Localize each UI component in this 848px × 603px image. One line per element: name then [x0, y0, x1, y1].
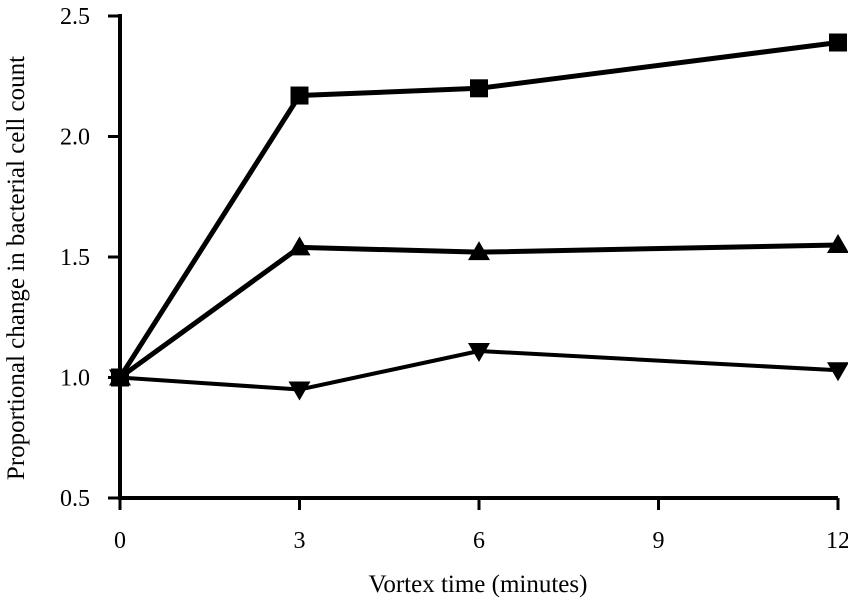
square-marker — [290, 86, 309, 105]
triangle-up-marker — [827, 233, 848, 253]
series-line — [119, 348, 839, 392]
series-line — [117, 40, 839, 379]
triangle-down-marker — [288, 381, 311, 401]
triangle-up-marker — [468, 241, 490, 261]
x-tick-label: 0 — [114, 528, 126, 554]
series-triangle-down — [109, 342, 848, 401]
square-marker — [470, 79, 488, 98]
series-square — [111, 33, 847, 387]
triangle-up-marker — [288, 236, 311, 256]
ticks: 0 3 6 9 12 0.5 1.0 1.5 2.0 2.5 — [60, 4, 848, 554]
triangle-down-marker — [827, 362, 848, 382]
triangle-down-marker — [468, 342, 490, 362]
x-tick-label: 12 — [826, 528, 848, 554]
y-tick-label: 2.0 — [60, 125, 90, 151]
series-layer — [109, 33, 848, 401]
x-axis-title: Vortex time (minutes) — [369, 571, 588, 598]
series-triangle-up — [109, 233, 848, 386]
y-axis-title: Proportional change in bacterial cell co… — [3, 56, 30, 480]
square-marker — [829, 33, 847, 52]
triangle-down-marker — [109, 369, 131, 389]
y-tick-label: 1.0 — [60, 366, 90, 392]
x-tick-label: 9 — [653, 528, 665, 554]
y-tick-label: 1.5 — [60, 245, 90, 271]
x-tick-label: 6 — [473, 528, 485, 554]
y-tick-label: 0.5 — [60, 486, 90, 512]
series-line — [118, 242, 839, 380]
y-tick-label: 2.5 — [60, 4, 90, 30]
x-tick-label: 3 — [294, 528, 306, 554]
